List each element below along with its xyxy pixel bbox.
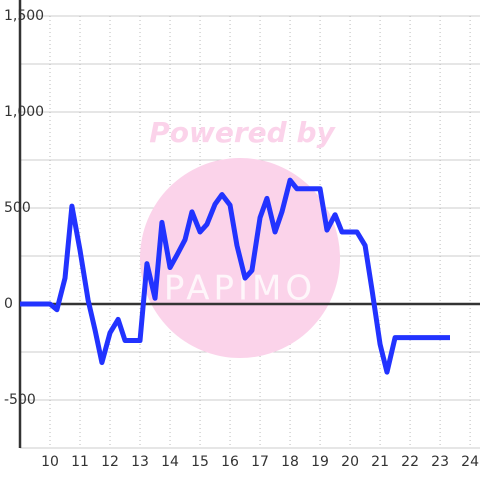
x-tick-label: 14 xyxy=(161,454,179,470)
x-tick-label: 19 xyxy=(311,454,329,470)
x-tick-label: 21 xyxy=(371,454,389,470)
y-tick-label: 1,000 xyxy=(4,104,44,120)
x-tick-label: 22 xyxy=(401,454,419,470)
x-tick-label: 17 xyxy=(251,454,269,470)
x-tick-label: 15 xyxy=(191,454,209,470)
watermark-logo: PAPIMO xyxy=(164,269,316,309)
watermark-text: Powered by xyxy=(149,116,336,149)
y-tick-label: 0 xyxy=(4,296,13,312)
y-tick-label: 1,500 xyxy=(4,8,44,24)
x-tick-label: 24 xyxy=(461,454,479,470)
x-tick-label: 23 xyxy=(431,454,449,470)
y-tick-label: -500 xyxy=(4,392,36,408)
x-tick-label: 11 xyxy=(71,454,89,470)
data-line xyxy=(20,177,450,375)
x-tick-label: 20 xyxy=(341,454,359,470)
x-tick-label: 18 xyxy=(281,454,299,470)
x-tick-label: 13 xyxy=(131,454,149,470)
y-tick-label: 500 xyxy=(4,200,31,216)
x-tick-label: 12 xyxy=(101,454,119,470)
x-tick-label: 16 xyxy=(221,454,239,470)
x-tick-label: 10 xyxy=(41,454,59,470)
